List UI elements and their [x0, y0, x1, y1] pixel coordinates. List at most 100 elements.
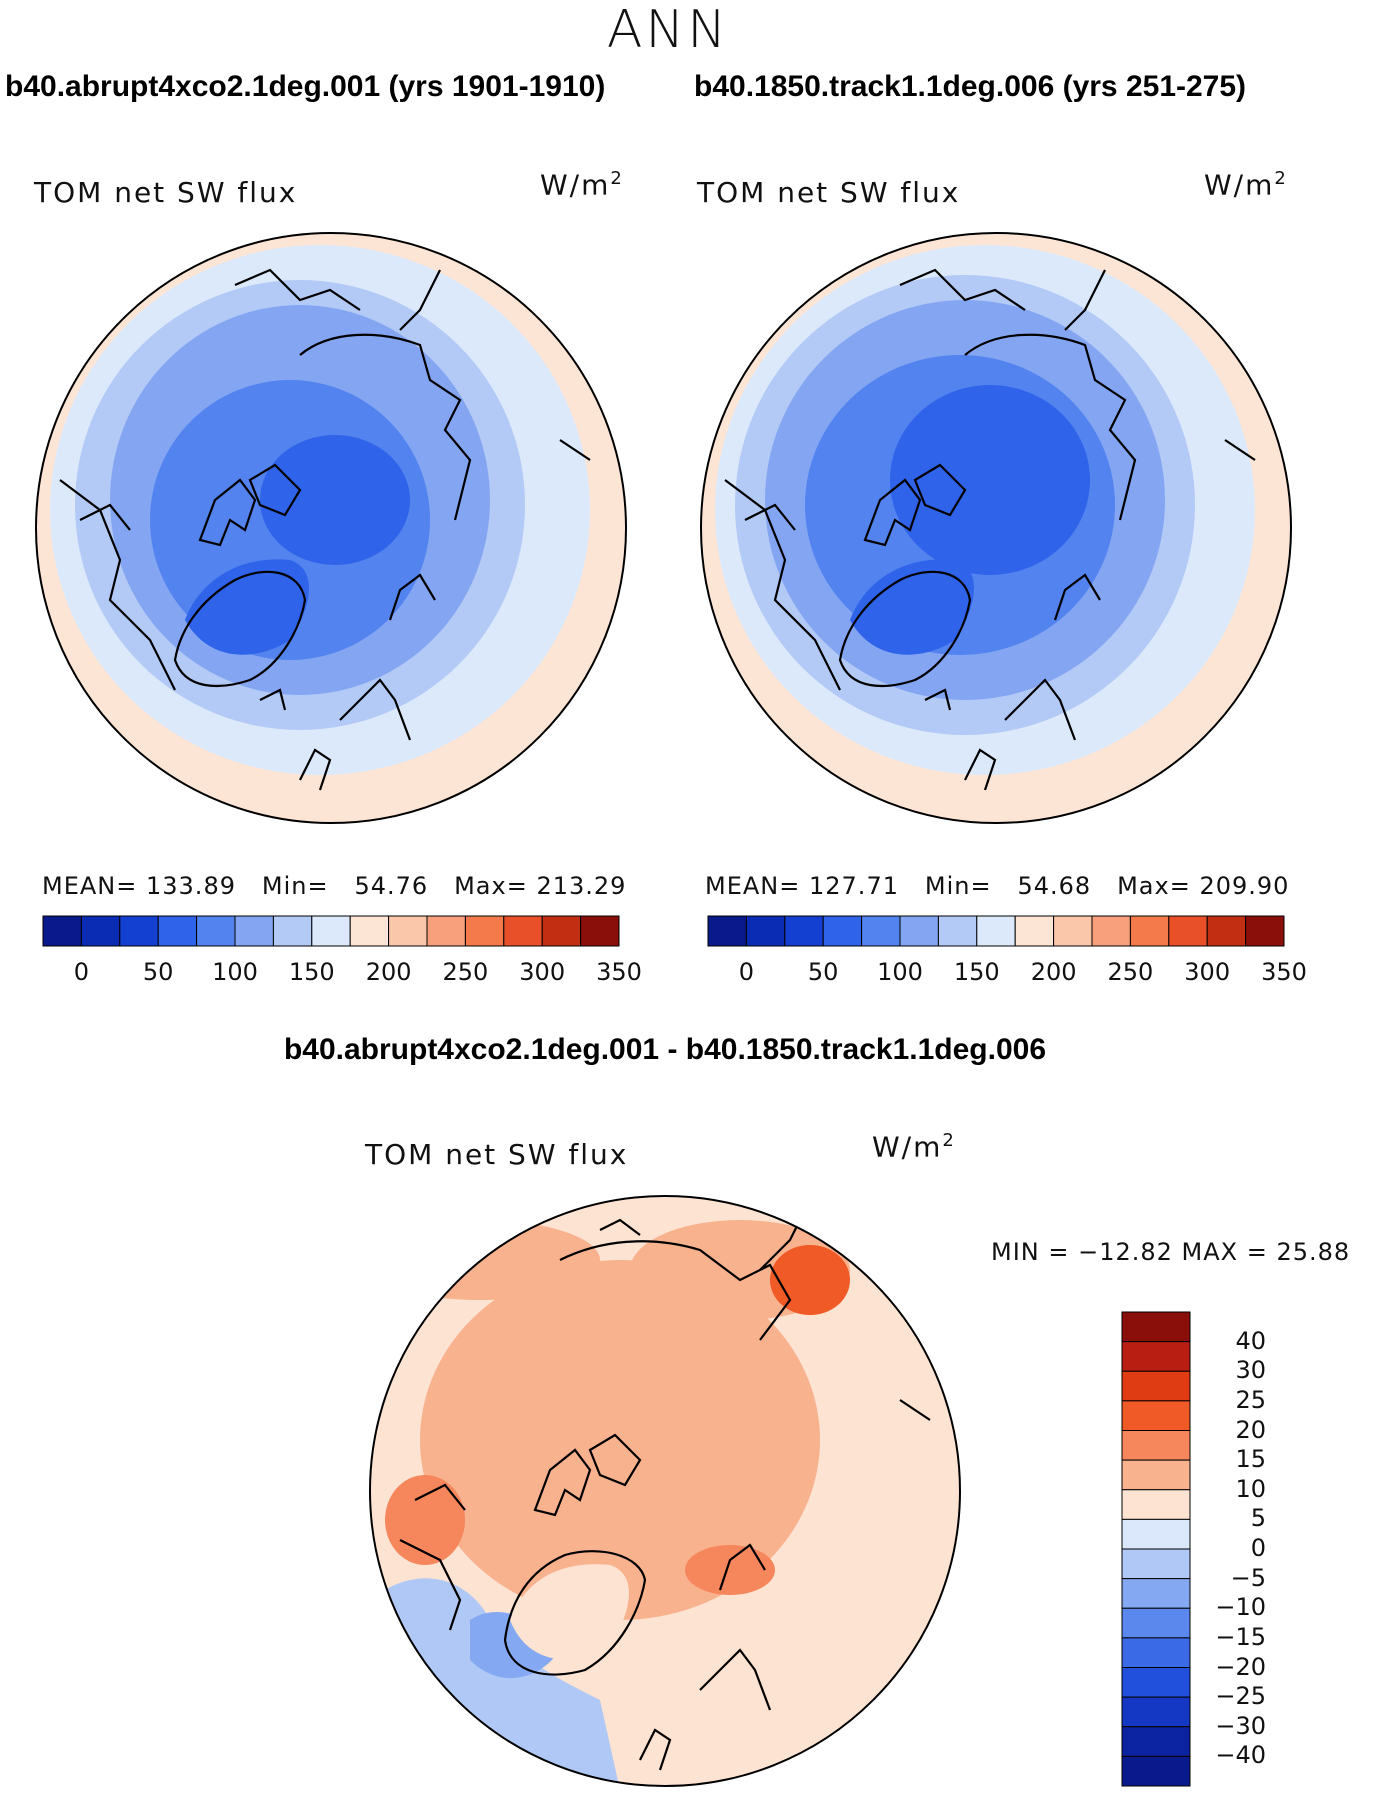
band-60: [890, 385, 1090, 575]
diff-heading: b40.abrupt4xco2.1deg.001 - b40.1850.trac…: [283, 1033, 1047, 1066]
panel-2-map-border: [700, 232, 1292, 824]
colorbar-tick-label: 40: [1235, 1326, 1266, 1355]
colorbar-swatch: [1091, 915, 1131, 947]
colorbar-tick-label: 0: [738, 958, 755, 986]
colorbar-tick-label: 300: [519, 958, 566, 986]
colorbar-swatch: [1121, 1400, 1191, 1431]
panel-1-map-border: [35, 232, 627, 824]
colorbar-swatch: [1121, 1578, 1191, 1609]
colorbar-swatch: [1121, 1726, 1191, 1757]
colorbar-tick-label: 0: [73, 958, 90, 986]
colorbar-tick-label: 25: [1235, 1385, 1266, 1414]
colorbar-swatch: [745, 915, 786, 947]
colorbar-swatch: [541, 915, 582, 947]
colorbar-swatch: [196, 915, 236, 947]
colorbar-tick-label: 50: [807, 958, 839, 986]
colorbar-tick-label: −20: [1215, 1652, 1266, 1681]
panel-2-units: W/m2: [1204, 168, 1288, 202]
figure-title: ANN: [606, 0, 730, 60]
panel-1-heading: b40.abrupt4xco2.1deg.001 (yrs 1901-1910): [5, 70, 606, 103]
colorbar-tick-label: 50: [142, 958, 174, 986]
colorbar-tick-label: −10: [1215, 1593, 1266, 1622]
band-10-15-b: [685, 1545, 775, 1595]
colorbar-swatch: [1121, 1548, 1191, 1580]
greenland-low: [185, 559, 309, 655]
colorbar-tick-label: 0: [1250, 1534, 1266, 1562]
colorbar-swatch: [349, 915, 390, 947]
panel-2-stats: MEAN= 127.71 Min= 54.68 Max= 209.90: [705, 872, 1290, 900]
colorbar-swatch: [1121, 1518, 1191, 1550]
panel-1-colorbar: [42, 915, 620, 947]
colorbar-tick-label: 200: [1030, 958, 1077, 986]
colorbar-swatch: [937, 915, 978, 947]
colorbar-swatch: [1245, 915, 1285, 947]
colorbar-swatch: [1121, 1607, 1191, 1639]
colorbar-tick-label: 10: [1235, 1474, 1266, 1503]
colorbar-swatch: [1121, 1489, 1191, 1520]
colorbar-tick-label: 350: [596, 958, 642, 986]
colorbar-tick-label: 30: [1235, 1356, 1266, 1385]
colorbar-swatch: [157, 915, 198, 947]
colorbar-tick-label: 350: [1261, 958, 1307, 986]
colorbar-tick-label: −25: [1215, 1682, 1266, 1711]
colorbar-swatch: [1206, 915, 1247, 947]
colorbar-swatch: [707, 915, 747, 947]
colorbar-swatch: [80, 915, 121, 947]
colorbar-swatch: [234, 915, 274, 947]
colorbar-swatch: [388, 915, 428, 947]
band-20-25: [770, 1245, 850, 1315]
colorbar-swatch: [1121, 1696, 1191, 1728]
colorbar-swatch: [1121, 1667, 1191, 1698]
diff-minmax: MIN = −12.82 MAX = 25.88: [991, 1238, 1351, 1266]
panel-1-variable-label: TOM net SW flux: [34, 176, 298, 209]
colorbar-swatch: [1053, 915, 1093, 947]
colorbar-swatch: [1121, 1755, 1191, 1787]
colorbar-swatch: [1129, 915, 1170, 947]
colorbar-swatch: [119, 915, 159, 947]
colorbar-swatch: [1014, 915, 1055, 947]
colorbar-tick-label: 100: [212, 958, 258, 986]
diff-map-border: [369, 1195, 961, 1787]
colorbar-tick-label: −40: [1215, 1741, 1266, 1770]
colorbar-swatch: [1121, 1341, 1191, 1372]
panel-2-colorbar: [707, 915, 1285, 947]
colorbar-swatch: [580, 915, 620, 947]
panel-2-coastlines: [704, 268, 1256, 791]
diff-variable-label: TOM net SW flux: [365, 1138, 629, 1171]
colorbar-tick-label: 150: [288, 958, 335, 986]
diff-units: W/m2: [872, 1130, 956, 1164]
colorbar-tick-label: 15: [1235, 1445, 1266, 1474]
colorbar-swatch: [861, 915, 901, 947]
colorbar-swatch: [426, 915, 466, 947]
colorbar-tick-label: 200: [365, 958, 412, 986]
colorbar-swatch: [1121, 1637, 1191, 1668]
colorbar-tick-label: 5: [1250, 1504, 1266, 1533]
band-60: [260, 435, 410, 565]
colorbar-tick-label: 100: [877, 958, 923, 986]
colorbar-tick-label: −30: [1215, 1711, 1266, 1740]
panel-1-coastlines: [39, 268, 591, 791]
colorbar-swatch: [784, 915, 824, 947]
colorbar-swatch: [311, 915, 351, 947]
colorbar-tick-label: 300: [1184, 958, 1231, 986]
colorbar-tick-label: 150: [953, 958, 1000, 986]
greenland-low: [850, 559, 974, 655]
colorbar-swatch: [1121, 1430, 1191, 1461]
colorbar-swatch: [42, 915, 82, 947]
greenland-diff: [510, 1564, 629, 1660]
colorbar-swatch: [899, 915, 939, 947]
colorbar-swatch: [1121, 1459, 1191, 1491]
diff-colorbar: [1121, 1311, 1191, 1787]
panel-1-map: [36, 233, 626, 823]
colorbar-tick-label: −15: [1215, 1622, 1266, 1651]
colorbar-swatch: [272, 915, 313, 947]
panel-1-stats: MEAN= 133.89 Min= 54.76 Max= 213.29: [42, 872, 627, 900]
colorbar-swatch: [464, 915, 505, 947]
colorbar-swatch: [1168, 915, 1208, 947]
colorbar-tick-label: 250: [442, 958, 489, 986]
colorbar-tick-label: −5: [1230, 1563, 1266, 1592]
colorbar-swatch: [1121, 1370, 1191, 1402]
colorbar-swatch: [822, 915, 863, 947]
colorbar-tick-label: 250: [1107, 958, 1154, 986]
